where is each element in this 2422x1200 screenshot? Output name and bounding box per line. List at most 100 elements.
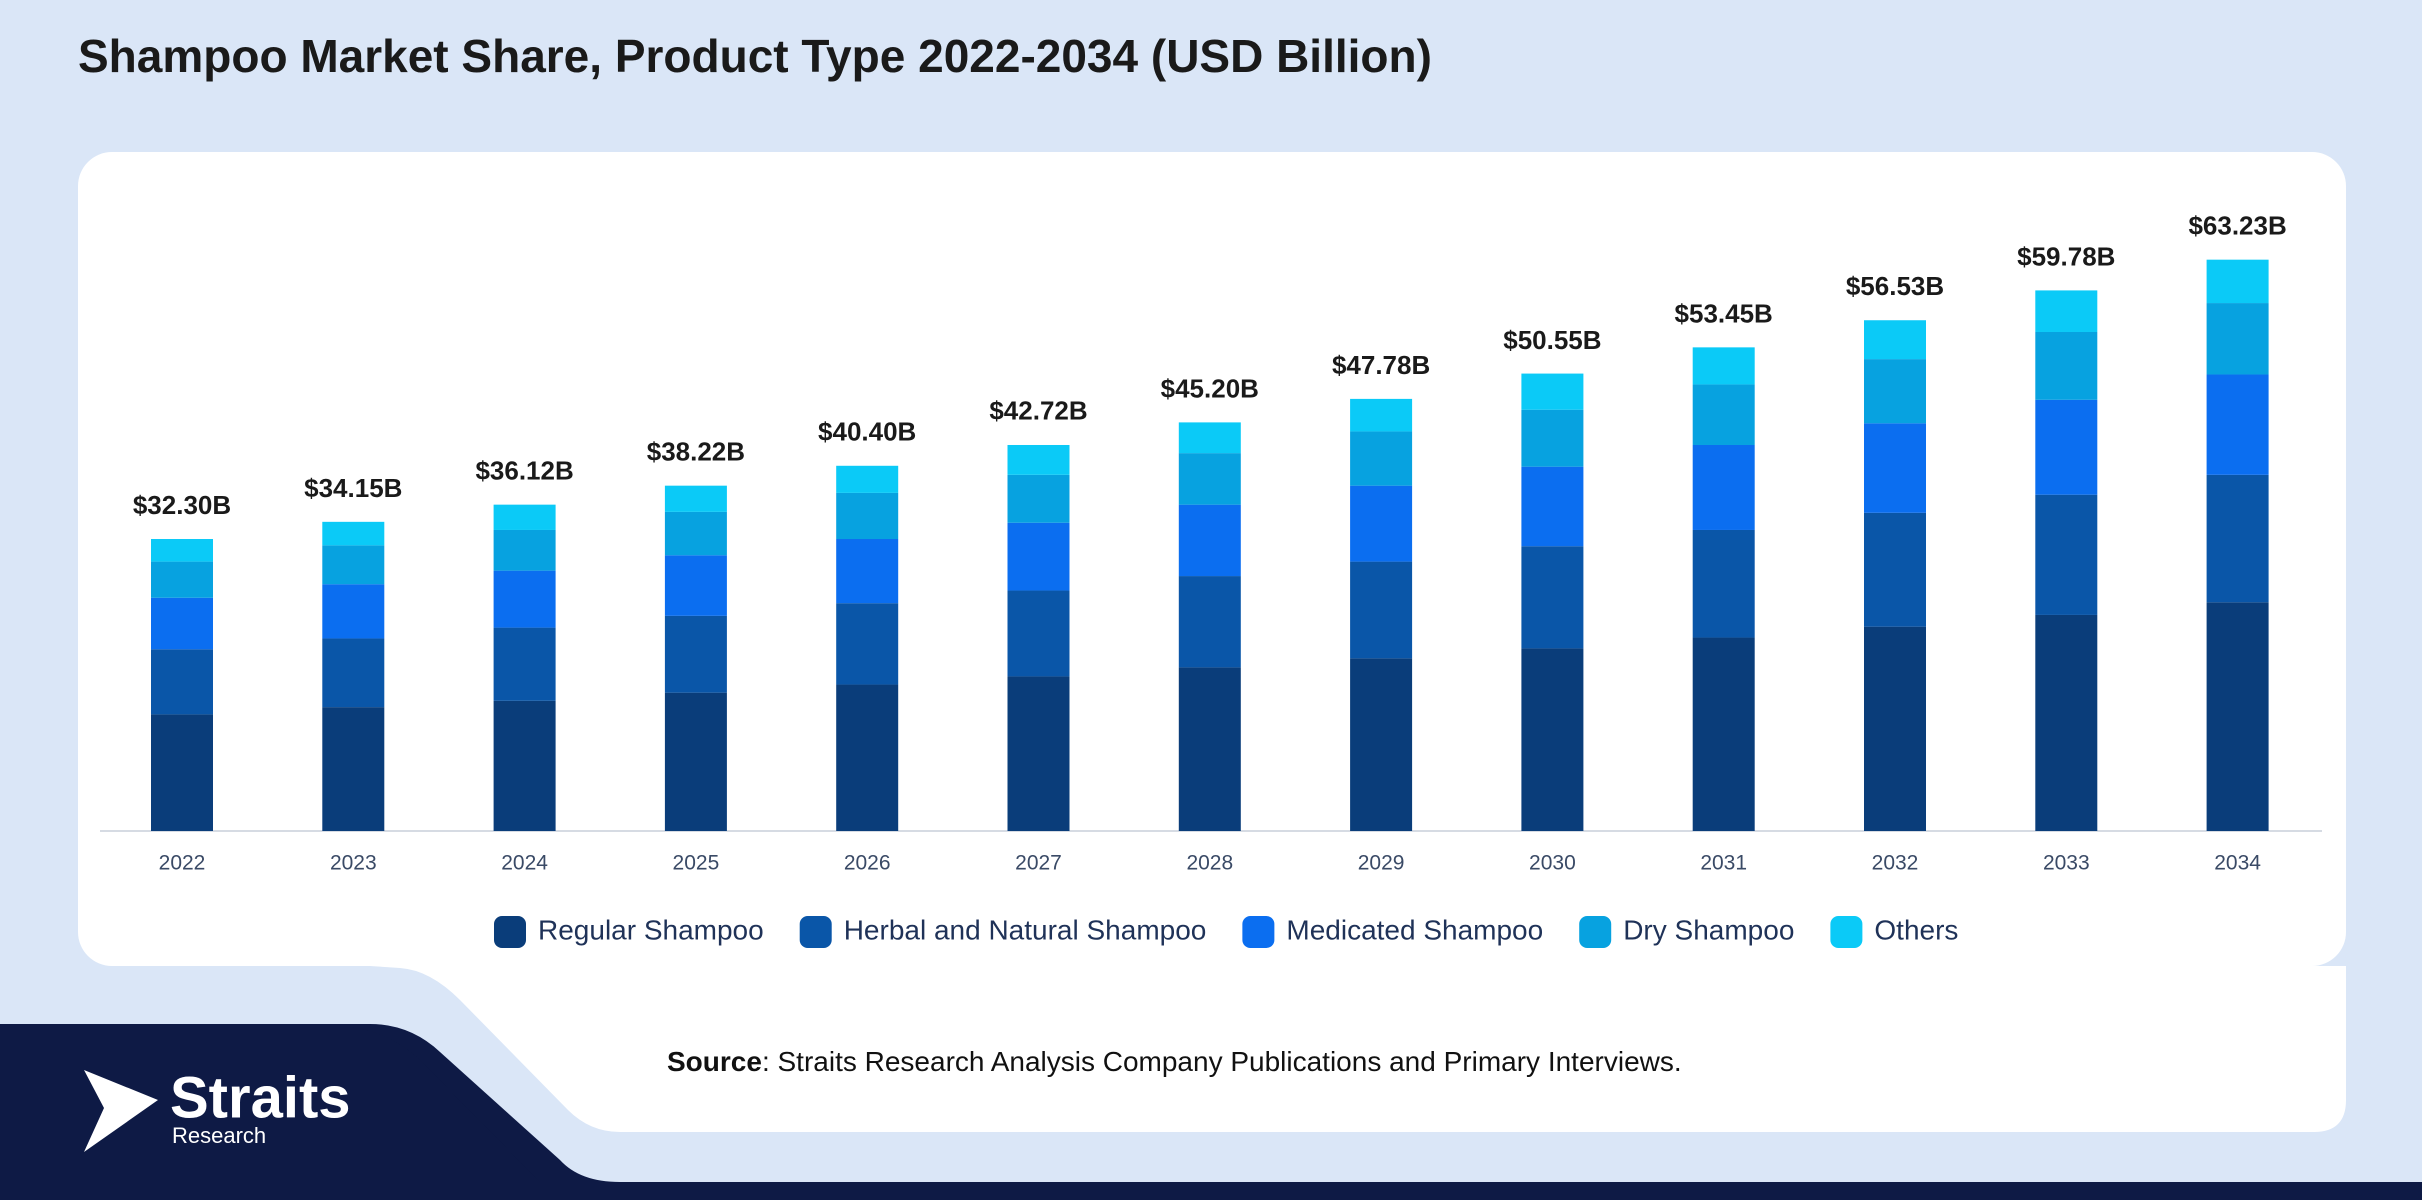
bar-segment bbox=[836, 465, 899, 493]
bar-segment bbox=[493, 570, 556, 628]
bar-segment bbox=[493, 700, 556, 831]
legend-label: Herbal and Natural Shampoo bbox=[844, 914, 1207, 945]
bar-segment bbox=[2206, 602, 2269, 831]
bar-segment bbox=[836, 684, 899, 831]
bar-segment bbox=[2206, 303, 2269, 375]
bar-segment bbox=[1178, 667, 1241, 831]
x-tick-label: 2026 bbox=[844, 852, 891, 875]
x-tick-label: 2023 bbox=[330, 852, 377, 875]
source-text: : Straits Research Analysis Company Publ… bbox=[762, 1046, 1682, 1077]
x-tick-label: 2034 bbox=[2214, 852, 2261, 875]
bar-segment bbox=[1178, 504, 1241, 577]
source-label: Source bbox=[667, 1046, 762, 1077]
bar-segment bbox=[322, 521, 385, 546]
bar-segment bbox=[1007, 444, 1070, 475]
bar-segment bbox=[151, 561, 213, 598]
bar-segment bbox=[1864, 423, 1926, 513]
x-tick-label: 2028 bbox=[1186, 852, 1233, 875]
bar-segment bbox=[1007, 590, 1070, 677]
legend-swatch bbox=[1579, 916, 1612, 948]
legend-swatch bbox=[1830, 916, 1863, 948]
total-label: $50.55B bbox=[1503, 325, 1601, 355]
x-tick-label: 2025 bbox=[673, 852, 720, 875]
legend-label: Dry Shampoo bbox=[1623, 914, 1794, 945]
bar-segment bbox=[664, 511, 727, 556]
total-label: $34.15B bbox=[304, 473, 402, 503]
total-label: $40.40B bbox=[818, 417, 916, 447]
bar-segment bbox=[1521, 409, 1584, 467]
bar-segment bbox=[1007, 474, 1070, 523]
logo-panel bbox=[0, 1027, 540, 1182]
total-label: $32.30B bbox=[133, 490, 231, 520]
bar-segment bbox=[1521, 648, 1584, 831]
bar-segment bbox=[1350, 658, 1413, 831]
x-tick-label: 2029 bbox=[1358, 852, 1405, 875]
total-label: $63.23B bbox=[2188, 210, 2286, 240]
bar-segment bbox=[1692, 444, 1755, 530]
bar-segment bbox=[1692, 529, 1755, 638]
bar-segment bbox=[493, 627, 556, 701]
bar-segment bbox=[1692, 637, 1755, 831]
bar-segment bbox=[1521, 373, 1584, 410]
bar-segment bbox=[1178, 422, 1241, 454]
x-tick-label: 2022 bbox=[159, 852, 206, 875]
bar-segment bbox=[2035, 290, 2098, 332]
legend-label: Others bbox=[1874, 914, 1958, 945]
bar-segment bbox=[322, 638, 385, 708]
total-label: $47.78B bbox=[1332, 350, 1430, 380]
bar-segment bbox=[151, 714, 213, 831]
x-tick-label: 2027 bbox=[1015, 852, 1062, 875]
bar-segment bbox=[151, 649, 213, 715]
source-note: Source: Straits Research Analysis Compan… bbox=[667, 1046, 1682, 1077]
bar-segment bbox=[2206, 374, 2269, 475]
bar-segment bbox=[493, 529, 556, 571]
bar-segment bbox=[151, 597, 213, 650]
x-tick-label: 2033 bbox=[2043, 852, 2090, 875]
bar-segment bbox=[836, 603, 899, 685]
bar-segment bbox=[1692, 384, 1755, 445]
logo-name: Straits bbox=[170, 1065, 351, 1130]
bar-segment bbox=[1864, 320, 1926, 360]
bar-segment bbox=[1350, 431, 1413, 486]
bar-segment bbox=[322, 707, 385, 831]
bar-segment bbox=[2035, 614, 2098, 831]
bar-segment bbox=[1864, 512, 1926, 627]
bar-segment bbox=[664, 485, 727, 512]
legend-swatch bbox=[799, 916, 832, 948]
bar-segment bbox=[1178, 576, 1241, 668]
legend-label: Medicated Shampoo bbox=[1286, 914, 1543, 945]
bar-segment bbox=[664, 692, 727, 831]
x-tick-label: 2024 bbox=[501, 852, 548, 875]
logo-tagline: Research bbox=[172, 1123, 266, 1148]
total-label: $36.12B bbox=[475, 455, 573, 485]
bar-segment bbox=[1350, 561, 1413, 659]
bar-segment bbox=[836, 539, 899, 604]
logo-icon bbox=[84, 1070, 158, 1152]
legend-swatch bbox=[494, 916, 526, 948]
x-tick-label: 2030 bbox=[1529, 852, 1576, 875]
chart-title: Shampoo Market Share, Product Type 2022-… bbox=[78, 30, 1432, 82]
source-card bbox=[370, 966, 2346, 1132]
total-label: $42.72B bbox=[989, 396, 1087, 426]
x-tick-label: 2032 bbox=[1872, 852, 1919, 875]
bar-segment bbox=[1007, 676, 1070, 831]
bar-segment bbox=[1178, 453, 1241, 505]
bar-segment bbox=[1692, 347, 1755, 385]
bar-segment bbox=[1521, 546, 1584, 649]
bar-segment bbox=[1864, 359, 1926, 424]
bar-segment bbox=[151, 539, 213, 562]
bar-segment bbox=[1350, 398, 1413, 432]
bar-segment bbox=[1864, 626, 1926, 831]
bar-segment bbox=[1007, 522, 1070, 591]
bar-segment bbox=[664, 615, 727, 693]
bar-segment bbox=[2035, 331, 2098, 400]
bar-segment bbox=[664, 555, 727, 616]
bar-segment bbox=[2035, 399, 2098, 495]
bar-segment bbox=[1350, 485, 1413, 562]
bar-segment bbox=[836, 492, 899, 540]
total-label: $53.45B bbox=[1675, 299, 1773, 329]
bar-segment bbox=[2206, 474, 2269, 603]
legend-label: Regular Shampoo bbox=[538, 914, 764, 945]
